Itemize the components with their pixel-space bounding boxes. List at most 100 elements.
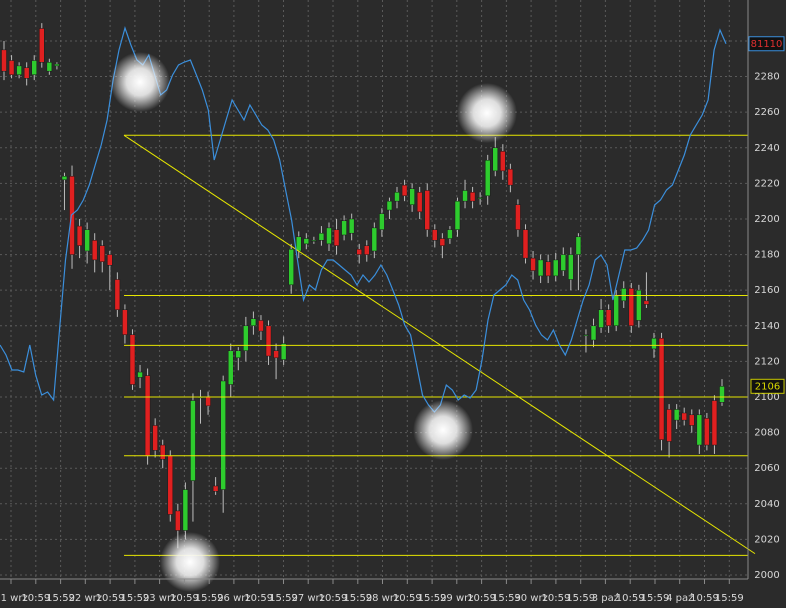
x-tick-label: 29 wrz xyxy=(440,593,473,604)
x-tick-label: 10:59 xyxy=(244,593,273,604)
candle-body xyxy=(484,159,491,197)
candle-body xyxy=(673,409,680,421)
candle-body xyxy=(530,257,536,271)
candle-body xyxy=(23,67,30,79)
x-tick-label: 27 wrz xyxy=(291,593,324,604)
candle-body xyxy=(552,259,559,277)
y-tick-label: 2280 xyxy=(754,72,779,83)
candle-body xyxy=(99,245,106,262)
y-tick-label: 2180 xyxy=(754,250,779,261)
candle-body xyxy=(681,412,687,421)
x-tick-label: 15:59 xyxy=(566,593,595,604)
candle-body xyxy=(545,261,551,277)
candle-body xyxy=(16,65,22,76)
candle-body xyxy=(31,60,37,76)
candle-body xyxy=(1,49,7,72)
candle-body xyxy=(318,232,325,241)
candle-body xyxy=(628,288,635,327)
candle-body xyxy=(439,238,446,246)
candle-body xyxy=(182,489,189,531)
x-tick-label: 30 wrz xyxy=(514,593,547,604)
candle-body xyxy=(39,28,45,63)
candle-body xyxy=(598,309,604,328)
candle-body xyxy=(416,192,423,213)
candle-body xyxy=(658,337,665,440)
y-tick-label: 2020 xyxy=(754,534,779,545)
x-tick-label: 23 wrz xyxy=(143,593,176,604)
candle-body xyxy=(114,279,121,311)
candle-body xyxy=(84,229,90,252)
glow xyxy=(110,52,170,112)
x-tick-label: 10:59 xyxy=(541,593,570,604)
plot-marks xyxy=(0,23,756,556)
candle-body xyxy=(235,350,242,359)
candle-body xyxy=(492,147,499,172)
x-tick-label: 15:59 xyxy=(641,593,670,604)
candle-body xyxy=(500,151,506,172)
x-tick-label: 10:59 xyxy=(170,593,199,604)
y-tick-label: 2080 xyxy=(754,428,779,439)
candle-body xyxy=(575,236,582,255)
axes: 2000 2020 2040 2060 2080 2100 2120 2140 2160 2180… xyxy=(0,36,785,604)
candle-body xyxy=(636,289,642,321)
candle-body xyxy=(643,300,650,305)
candle-body xyxy=(265,325,272,357)
candle-body xyxy=(356,248,362,255)
x-tick-label: 10:59 xyxy=(467,593,496,604)
y-tick-label: 2140 xyxy=(754,321,779,332)
glow xyxy=(413,400,473,460)
last-price-box xyxy=(750,378,785,394)
candle-body xyxy=(273,350,279,359)
candle-body xyxy=(288,248,294,286)
candle-body xyxy=(220,380,226,490)
glow xyxy=(160,532,220,592)
candle-body xyxy=(666,409,672,442)
candle-body xyxy=(175,510,181,531)
y-tick-label: 2260 xyxy=(754,107,779,118)
candle-body xyxy=(333,229,340,246)
candle-body xyxy=(469,192,476,202)
candle-body xyxy=(477,197,483,199)
overlay-line xyxy=(0,25,727,413)
overlay-last-box xyxy=(748,36,785,52)
candle-body xyxy=(689,414,695,426)
candle-body xyxy=(379,213,385,230)
x-tick-label: 10:59 xyxy=(21,593,50,604)
candle-body xyxy=(424,190,430,230)
y-tick-label: 2120 xyxy=(754,356,779,367)
x-tick-label: 22 wrz xyxy=(69,593,102,604)
x-tick-label: 15:59 xyxy=(418,593,447,604)
candle-body xyxy=(462,190,468,202)
candle-body xyxy=(590,325,597,341)
candle-body xyxy=(696,414,703,446)
candle-body xyxy=(537,259,544,277)
candle-body xyxy=(137,371,143,378)
candle-body xyxy=(129,334,136,385)
x-tick-label: 15:59 xyxy=(492,593,521,604)
x-tick-label: 15:59 xyxy=(269,593,298,604)
candle-body xyxy=(432,229,438,241)
x-tick-label: 10:59 xyxy=(616,593,645,604)
glow xyxy=(457,83,517,143)
candle-body xyxy=(69,175,75,255)
candle-body xyxy=(8,60,15,76)
x-tick-label: 15:59 xyxy=(715,593,744,604)
candle-body xyxy=(296,236,302,252)
candle-body xyxy=(152,425,158,451)
x-tick-label: 28 wrz xyxy=(366,593,399,604)
x-tick-label: 10:59 xyxy=(319,593,348,604)
candle-body xyxy=(515,204,521,230)
y-tick-label: 2060 xyxy=(754,463,779,474)
candle-body xyxy=(250,318,257,327)
candle-body xyxy=(243,325,249,351)
candle-body xyxy=(122,309,128,335)
candle-body xyxy=(46,62,53,72)
candle-body xyxy=(167,455,174,515)
candle-body xyxy=(719,386,725,403)
candle-body xyxy=(454,200,461,230)
y-tick-label: 2220 xyxy=(754,178,779,189)
y-tick-label: 2240 xyxy=(754,143,779,154)
x-tick-label: 15:59 xyxy=(195,593,224,604)
